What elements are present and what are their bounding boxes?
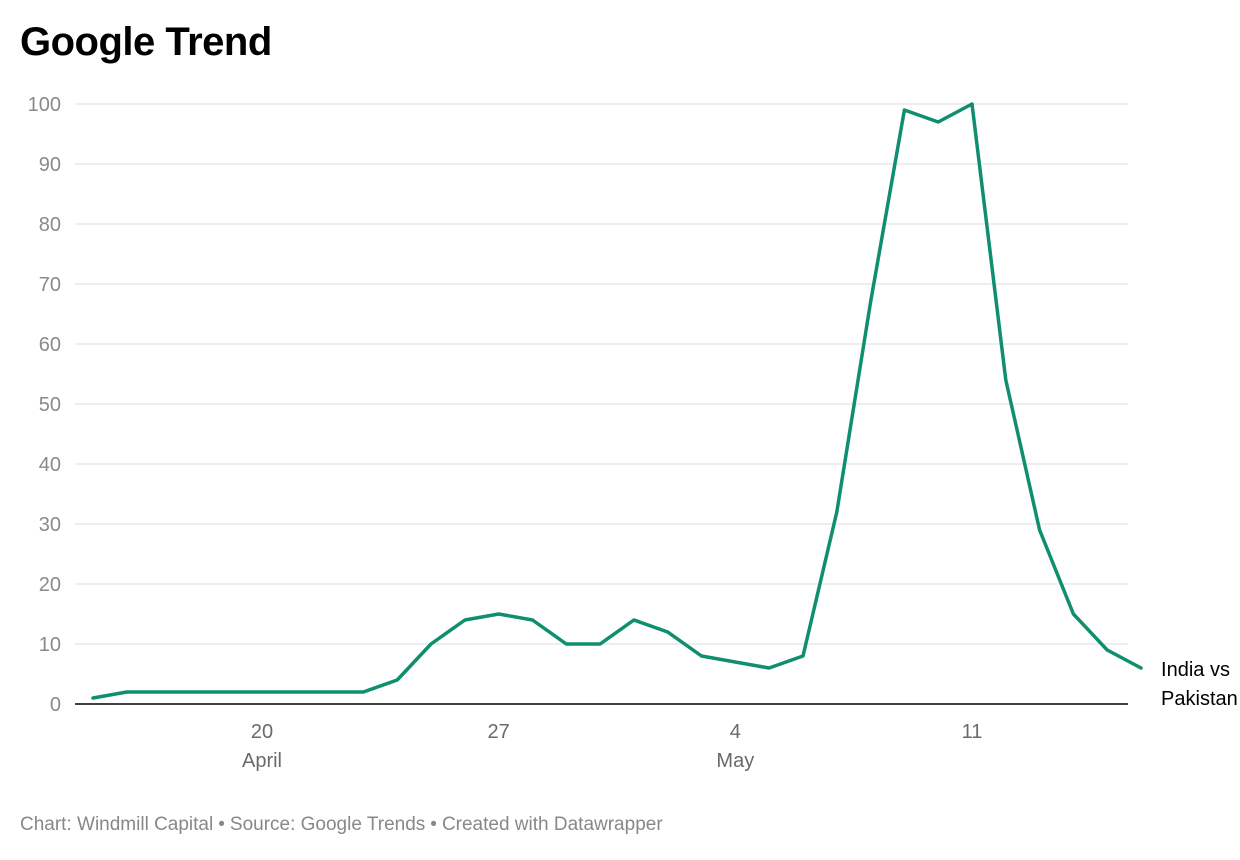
data-point (395, 678, 399, 682)
data-point (497, 612, 501, 616)
data-point (598, 642, 602, 646)
data-point (91, 696, 95, 700)
series-layer: India vs Pakistan (91, 102, 1238, 710)
y-tick-label: 60 (39, 334, 61, 356)
data-point (869, 300, 873, 304)
chart-footer: Chart: Windmill Capital • Source: Google T… (20, 814, 663, 836)
x-tick-label: 11 (962, 721, 983, 743)
data-point (294, 690, 298, 694)
data-point (700, 654, 704, 658)
y-tick-label: 70 (39, 274, 61, 296)
data-point (801, 654, 805, 658)
data-point (1038, 528, 1042, 532)
data-point (260, 690, 264, 694)
footer-chart-credit: Chart: Windmill Capital (20, 814, 214, 835)
data-point (192, 690, 196, 694)
data-point (970, 102, 974, 106)
data-point (159, 690, 163, 694)
data-point (429, 642, 433, 646)
chart-title: Google Trend (20, 20, 272, 64)
x-tick-month-label: April (242, 750, 282, 772)
y-tick-label: 100 (28, 94, 61, 116)
data-point (463, 618, 467, 622)
data-point (902, 108, 906, 112)
series-line (91, 102, 1143, 700)
data-point (530, 618, 534, 622)
data-point (1105, 648, 1109, 652)
y-tick-label: 0 (50, 694, 61, 716)
data-point (936, 120, 940, 124)
data-point (1071, 612, 1075, 616)
x-tick-month-label: May (716, 750, 754, 772)
data-point (125, 690, 129, 694)
data-point (666, 630, 670, 634)
data-point (835, 510, 839, 514)
data-point (1139, 666, 1143, 670)
y-tick-label: 10 (39, 634, 61, 656)
data-point (767, 666, 771, 670)
footer-separator: • (430, 814, 437, 835)
data-point (328, 690, 332, 694)
data-point (226, 690, 230, 694)
x-tick-label: 20 (251, 721, 273, 743)
y-tick-label: 40 (39, 454, 61, 476)
x-tick-label: 27 (488, 721, 510, 743)
series-label-line: India vs (1161, 659, 1230, 681)
y-tick-label: 80 (39, 214, 61, 236)
x-tick-label: 4 (730, 721, 741, 743)
gridlines (75, 103, 1128, 645)
data-point (632, 618, 636, 622)
footer-created-with: Created with Datawrapper (441, 814, 663, 835)
data-point (564, 642, 568, 646)
series-label-line: Pakistan (1161, 688, 1238, 710)
y-tick-label: 30 (39, 514, 61, 536)
x-axis-ticks: 20 April 27 4 May 11 (242, 721, 982, 772)
y-tick-label: 90 (39, 154, 61, 176)
series-label: India vs Pakistan (1161, 659, 1238, 710)
footer-source: Source: Google Trends (229, 814, 426, 835)
data-point (361, 690, 365, 694)
y-axis-ticks: 0 10 20 30 40 50 60 70 80 90 100 (28, 94, 61, 716)
y-tick-label: 20 (39, 574, 61, 596)
data-point (1004, 378, 1008, 382)
footer-separator: • (218, 814, 225, 835)
y-tick-label: 50 (39, 394, 61, 416)
